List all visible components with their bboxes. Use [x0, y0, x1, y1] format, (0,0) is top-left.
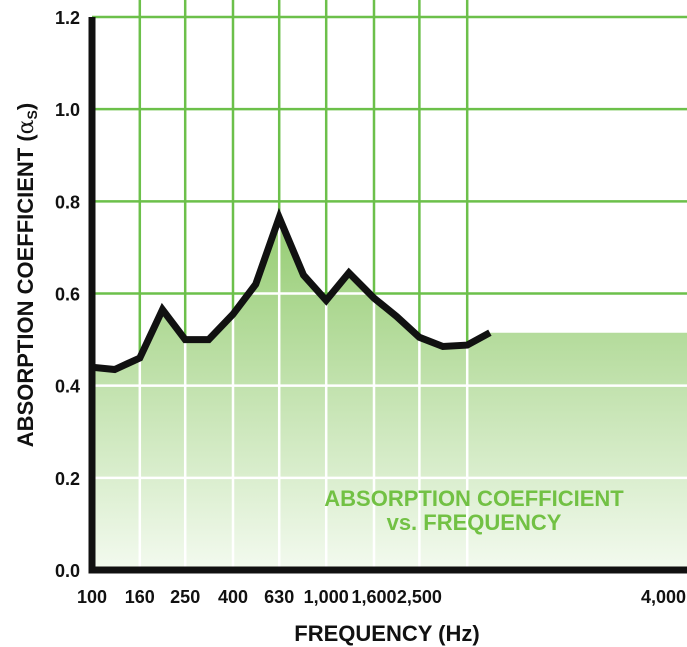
y-tick-label: 0.8 — [55, 192, 80, 212]
x-tick-label: 4,000 — [641, 587, 686, 607]
y-axis-title-close: ) — [13, 103, 38, 110]
annotation-line-1: ABSORPTION COEFFICIENT — [324, 486, 624, 511]
x-tick-label: 160 — [125, 587, 155, 607]
y-tick-label: 1.2 — [55, 8, 80, 28]
absorption-line — [92, 207, 492, 374]
y-axis-title-subscript: S — [24, 110, 40, 119]
x-tick-label: 630 — [264, 587, 294, 607]
y-axis-title-main: ABSORPTION COEFFICIENT ( — [13, 134, 38, 448]
y-axis-title: ABSORPTION COEFFICIENT (αS) — [13, 103, 40, 447]
x-tick-label: 1,000 — [304, 587, 349, 607]
y-tick-label: 0.0 — [55, 561, 80, 581]
x-tick-label: 2,500 — [397, 587, 442, 607]
x-tick-label: 400 — [218, 587, 248, 607]
y-axis-title-symbol: α — [14, 119, 39, 134]
x-tick-label: 100 — [77, 587, 107, 607]
y-tick-label: 0.6 — [55, 285, 80, 305]
grid-lines-above — [92, 0, 687, 570]
x-tick-label: 1,600 — [351, 587, 396, 607]
y-tick-label: 0.2 — [55, 469, 80, 489]
x-tick-label: 250 — [170, 587, 200, 607]
x-tick-labels: 100 160 250 400 630 1,000 1,600 2,500 4,000 — [77, 587, 686, 607]
annotation-line-2: vs. FREQUENCY — [387, 510, 562, 535]
y-tick-label: 1.0 — [55, 100, 80, 120]
y-tick-label: 0.4 — [55, 377, 80, 397]
y-tick-labels: 0.0 0.2 0.4 0.6 0.8 1.0 1.2 — [55, 8, 80, 581]
x-axis-title: FREQUENCY (Hz) — [294, 621, 479, 646]
